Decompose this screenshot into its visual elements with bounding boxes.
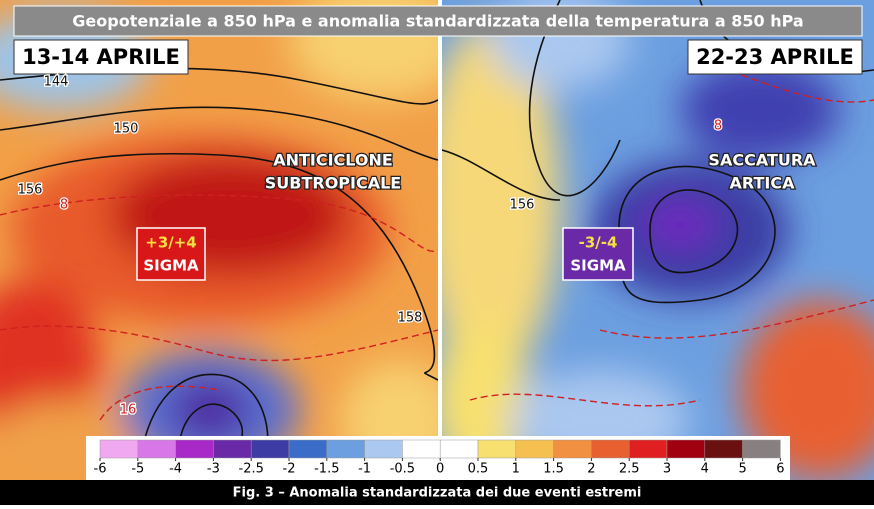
colorbar-segment (704, 439, 743, 459)
colorbar-tick-label: -4 (169, 462, 182, 477)
feature-label: ARTICA (730, 174, 796, 193)
date-label: 13-14 APRILE (22, 45, 180, 69)
colorbar-segment (402, 439, 441, 459)
colorbar-tick-label: -0.5 (390, 462, 415, 477)
colorbar-segment (515, 439, 554, 459)
contour-label: 156 (18, 183, 43, 198)
contour-label: 156 (510, 198, 535, 213)
colorbar-segment (477, 439, 517, 459)
colorbar-tick-label: 0 (436, 462, 444, 477)
colorbar-segment (288, 439, 328, 459)
colorbar-tick-label: -1 (358, 462, 371, 477)
colorbar-segment (742, 439, 781, 459)
colorbar-segment (250, 439, 290, 459)
colorbar-tick-label: 0.5 (468, 462, 489, 477)
colorbar-tick-label: -2.5 (239, 462, 264, 477)
colorbar-tick-label: 2 (587, 462, 595, 477)
colorbar-tick-label: 4 (701, 462, 709, 477)
contour-label: 150 (114, 122, 139, 137)
colorbar-segment (628, 439, 668, 459)
colorbar-segment (99, 439, 139, 459)
feature-label: SACCATURA (708, 151, 816, 170)
title: Geopotenziale a 850 hPa e anomalia stand… (72, 12, 803, 31)
date-box (13, 39, 189, 75)
colorbar-segment (666, 439, 706, 459)
colorbar-tick-label: 3 (663, 462, 671, 477)
footer (0, 480, 874, 505)
colorbar-segment (553, 439, 592, 459)
colorbar-tick-label: 2.5 (619, 462, 640, 477)
date-box (687, 39, 863, 75)
feature-label: SUBTROPICALE (265, 174, 401, 193)
caption: Fig. 3 – Anomalia standardizzata dei due… (233, 486, 642, 501)
anomaly-value: -3/-4 (579, 234, 618, 252)
colorbar-tick-label: 1 (512, 462, 520, 477)
title-box (13, 5, 863, 37)
right-map (442, 0, 874, 480)
contour-label: 16 (120, 403, 137, 418)
contour-label: 8 (714, 119, 722, 134)
contour-label: 158 (398, 311, 423, 326)
anomaly-unit: SIGMA (570, 257, 626, 275)
colorbar-tick-label: -5 (131, 462, 144, 477)
colorbar-segment (213, 439, 252, 459)
colorbar-segment (137, 439, 176, 459)
date-label: 22-23 APRILE (696, 45, 854, 69)
colorbar-segment (364, 439, 403, 459)
colorbar-segment (439, 439, 479, 459)
anomaly-box (562, 227, 634, 281)
anomaly-unit: SIGMA (143, 257, 199, 275)
colorbar-segment (326, 439, 365, 459)
colorbar-tick-label: 1.5 (543, 462, 564, 477)
colorbar-segment (591, 439, 630, 459)
colorbar-tick-label: -1.5 (314, 462, 339, 477)
colorbar-segment (175, 439, 214, 459)
contour-label: 8 (60, 198, 68, 213)
feature-label: ANTICICLONE (273, 151, 393, 170)
colorbar-tick-label: 5 (738, 462, 746, 477)
anomaly-value: +3/+4 (145, 234, 197, 252)
contour-label: 144 (44, 75, 69, 90)
anomaly-box (136, 227, 206, 281)
colorbar-tick-label: -6 (94, 462, 107, 477)
colorbar-tick-label: -2 (283, 462, 296, 477)
colorbar-tick-label: -3 (207, 462, 220, 477)
colorbar-tick-label: 6 (776, 462, 784, 477)
divider (438, 0, 442, 480)
